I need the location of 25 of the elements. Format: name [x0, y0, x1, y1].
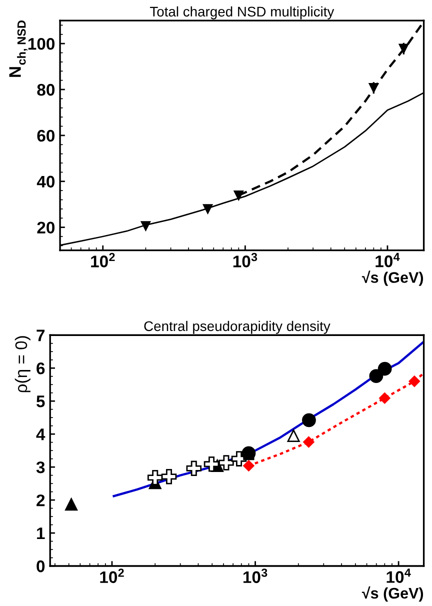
y-tick-label: 2	[36, 494, 45, 506]
chart-title: Total charged NSD multiplicity	[150, 6, 334, 20]
x-tick-label: 10$^{2}$	[91, 252, 115, 268]
y-tick-label: 5	[36, 396, 45, 408]
y-tick-label: 3	[36, 461, 45, 474]
chart-title: Central pseudorapidity density	[144, 320, 330, 334]
y-tick-label: 0	[36, 560, 45, 572]
x-tick-label: 10$^{2}$	[100, 568, 124, 584]
x-axis-title: √s (GeV)	[362, 270, 424, 286]
x-tick-label: 10$^{4}$	[386, 568, 411, 583]
y-tick-label: 20	[37, 222, 55, 234]
y-tick-label: 80	[37, 84, 55, 96]
y-axis-title: Nch, NSD	[9, 20, 28, 77]
y-tick-label: 7	[36, 330, 45, 342]
y-tick-label: 60	[37, 130, 55, 142]
x-tick-label: 10$^{4}$	[376, 252, 400, 268]
y-tick-label: 40	[36, 176, 55, 188]
x-axis-title: √s (GeV)	[362, 586, 424, 602]
y-tick-label: 1	[37, 528, 45, 540]
y-tick-label: 4	[36, 428, 46, 440]
x-tick-label: 10$^{3}$	[243, 568, 268, 584]
y-axis-title: ρ(η = 0)	[14, 336, 30, 392]
y-tick-label: 100	[28, 38, 55, 50]
x-tick-label: 10$^{3}$	[233, 252, 258, 268]
y-tick-label: 6	[36, 362, 45, 374]
